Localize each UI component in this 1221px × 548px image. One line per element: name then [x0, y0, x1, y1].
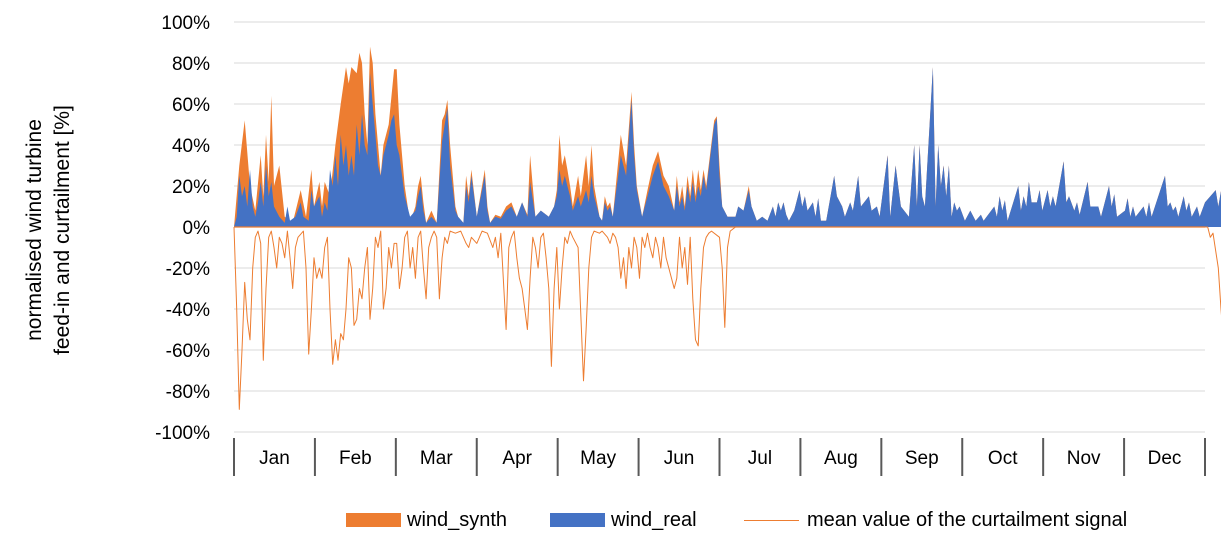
series-areas: [234, 46, 1221, 227]
y-tick-label: -20%: [166, 259, 210, 280]
x-tick-label: Apr: [502, 448, 532, 469]
y-tick-label: 60%: [172, 95, 210, 116]
legend-item-wind-synth: wind_synth: [346, 507, 507, 533]
y-tick-label: 0%: [183, 218, 211, 239]
y-tick-label: -80%: [166, 382, 210, 403]
x-tick-label: Aug: [824, 448, 858, 469]
y-tick-label: -100%: [155, 423, 210, 444]
x-tick-label: May: [580, 448, 616, 469]
y-tick-label: -40%: [166, 300, 210, 321]
y-tick-label: 40%: [172, 136, 210, 157]
x-tick-label: Nov: [1067, 448, 1101, 469]
legend-label-wind-synth: wind_synth: [407, 508, 508, 531]
series-line-mean-value-of-the-curtailment-signal: [233, 226, 1221, 410]
x-tick-label: Oct: [988, 448, 1018, 469]
legend: wind_synth wind_real mean value of the c…: [340, 505, 1200, 535]
legend-swatch-curtailment: [744, 519, 799, 521]
legend-item-wind-real: wind_real: [550, 507, 697, 533]
y-axis-title-line-2: feed-in and curtailment [%]: [51, 105, 74, 355]
x-tick-label: Dec: [1148, 448, 1182, 469]
x-tick-label: Jul: [748, 448, 772, 469]
legend-swatch-wind-real: [550, 513, 605, 527]
series-lines: [233, 226, 1221, 410]
x-tick-label: Jan: [259, 448, 290, 469]
y-axis-title: normalised wind turbine feed-in and curt…: [4, 60, 94, 400]
x-tick-label: Mar: [420, 448, 453, 469]
y-tick-label: 80%: [172, 54, 210, 75]
y-tick-labels: 100% 80% 60% 40% 20% 0% -20% -40% -60% -80% -100%: [155, 13, 210, 444]
series-area-wind-real: [234, 67, 1221, 227]
legend-label-curtailment: mean value of the curtailment signal: [807, 508, 1128, 531]
x-tick-label: Jun: [664, 448, 695, 469]
x-tick-label: Sep: [905, 448, 939, 469]
legend-swatch-wind-synth: [346, 513, 401, 527]
legend-item-curtailment: mean value of the curtailment signal: [744, 507, 1127, 533]
y-tick-label: 20%: [172, 177, 210, 198]
x-axis: Jan Feb Mar Apr May Jun Jul Aug Sep Oct Nov Dec: [233, 438, 1206, 476]
x-tick-label: Feb: [339, 448, 372, 469]
legend-label-wind-real: wind_real: [611, 508, 697, 531]
y-axis-title-line-1: normalised wind turbine: [23, 119, 46, 341]
y-tick-label: -60%: [166, 341, 210, 362]
y-tick-label: 100%: [161, 13, 210, 34]
